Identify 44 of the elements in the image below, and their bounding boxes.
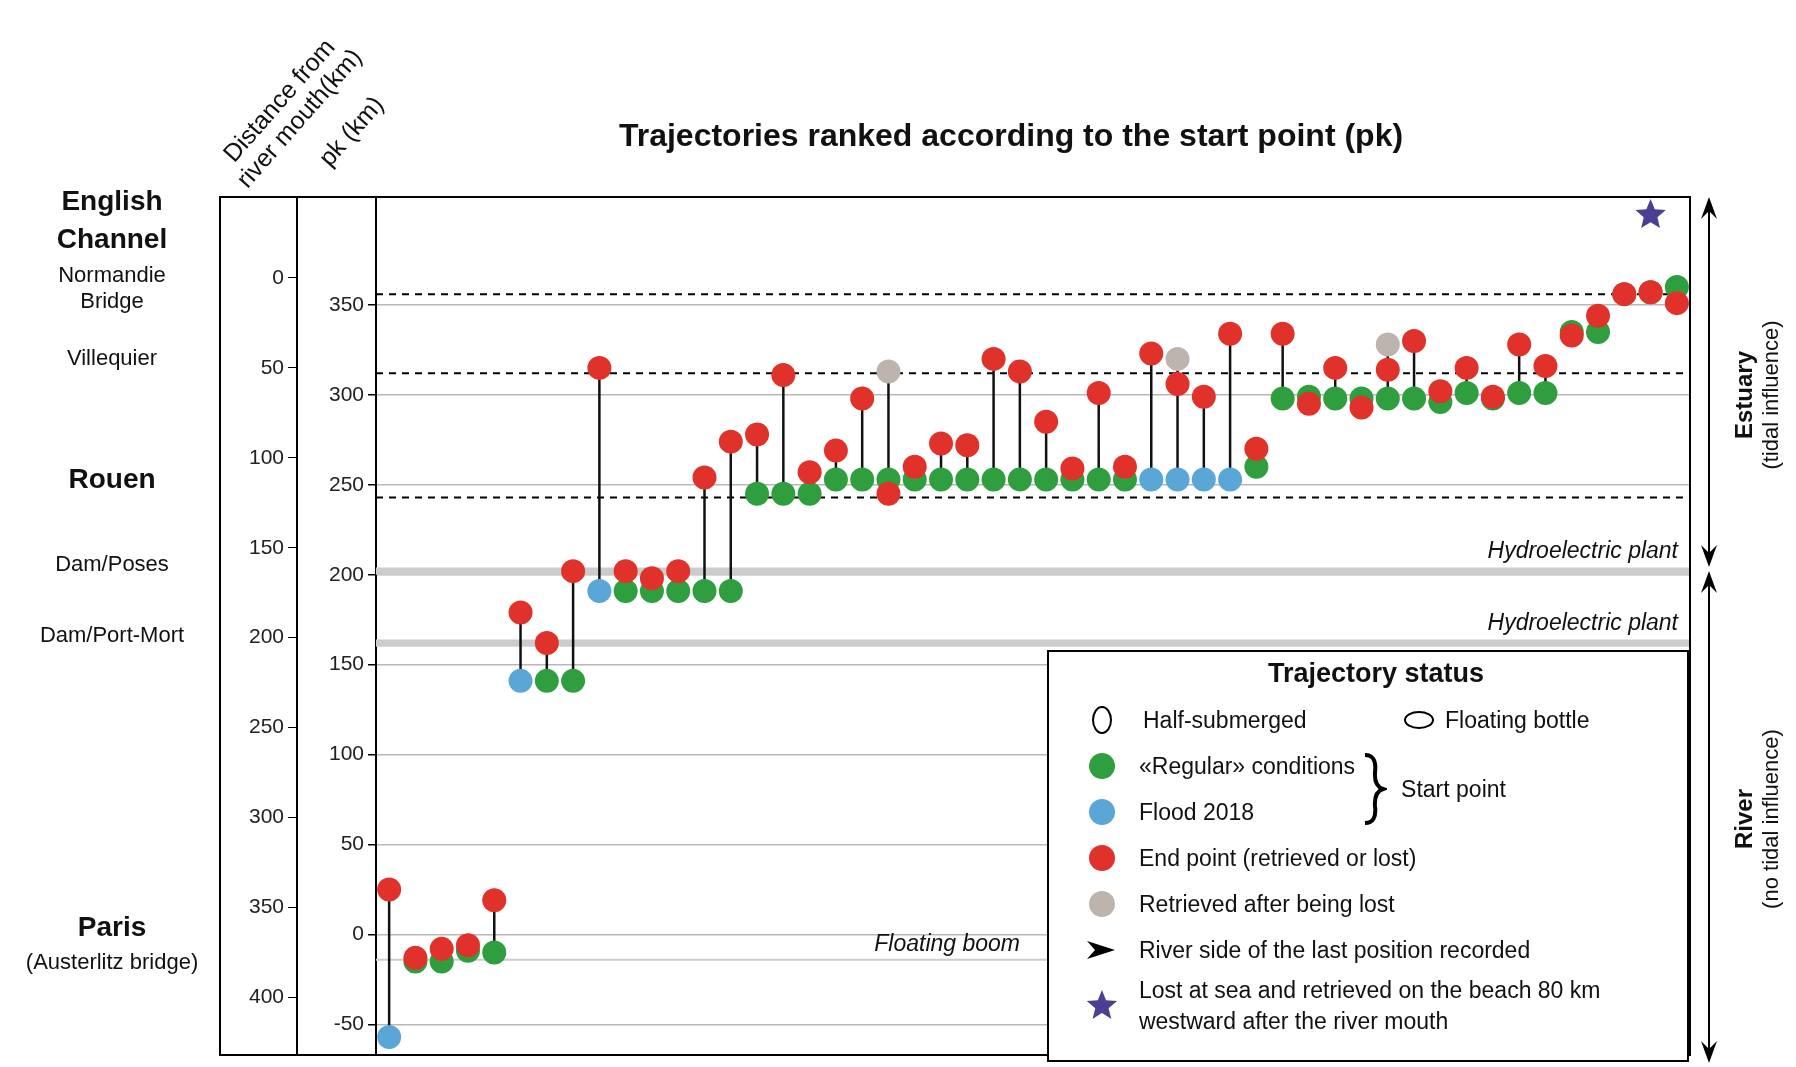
legend-label: Lost at sea and retrieved on the beach 80 km westward after the river mouth — [1138, 976, 1602, 1036]
legend-label: «Regular» conditions — [1139, 752, 1356, 780]
text: Dam/Port-Mort — [39, 622, 185, 648]
y-tick-label: 250 — [328, 471, 364, 495]
text: (tidal influence) — [1758, 320, 1784, 470]
y-tick-label: 100 — [328, 741, 364, 765]
text: Dam/Poses — [55, 551, 169, 577]
y2-tick-label: 350 — [248, 894, 284, 918]
y-tick-label: 350 — [328, 291, 364, 315]
text: Estuary — [1729, 350, 1757, 440]
y-tick-label: -50 — [333, 1011, 364, 1035]
text: Paris — [77, 910, 147, 942]
y2-tick-label: 400 — [248, 984, 284, 1008]
legend-label: Flood 2018 — [1139, 798, 1255, 826]
y-tick-label: 50 — [340, 831, 364, 855]
text: Normandie Bridge — [58, 262, 166, 314]
y-tick-label: 200 — [328, 561, 364, 585]
y2-tick-label: 150 — [248, 534, 284, 558]
y2-tick-label: 50 — [260, 354, 284, 378]
chart-title: Trajectories ranked according to the start point (pk) — [618, 116, 1404, 153]
y2-tick-label: 300 — [248, 804, 284, 828]
y-tick-label: 300 — [328, 381, 364, 405]
annotation: Floating bottle — [1445, 706, 1590, 734]
text: (Austerlitz bridge) — [25, 949, 199, 975]
legend-label: End point (retrieved or lost) — [1139, 844, 1417, 872]
y-tick-label: 0 — [352, 921, 364, 945]
legend-label: Retrieved after being lost — [1139, 890, 1395, 918]
annotation: River side of the last position recorded — [1139, 936, 1531, 964]
band-label: Hydroelectric plant — [1487, 537, 1680, 564]
text: River — [1729, 788, 1757, 850]
text: Villequier — [66, 345, 158, 371]
annotation: Start point — [1401, 775, 1506, 803]
text: English Channel — [56, 184, 168, 254]
text: (no tidal influence) — [1758, 729, 1784, 909]
y2-tick-label: 250 — [248, 714, 284, 738]
y2-tick-label: 0 — [272, 264, 284, 288]
band-label: Hydroelectric plant — [1487, 609, 1680, 636]
annotation: Half-submerged — [1143, 706, 1308, 734]
y-tick-label: 150 — [328, 651, 364, 675]
ref-line-label: Floating boom — [874, 929, 1020, 956]
text: Rouen — [68, 462, 156, 494]
y2-tick-label: 100 — [248, 444, 284, 468]
legend-title: Trajectory status — [1266, 658, 1486, 689]
y2-tick-label: 200 — [248, 624, 284, 648]
